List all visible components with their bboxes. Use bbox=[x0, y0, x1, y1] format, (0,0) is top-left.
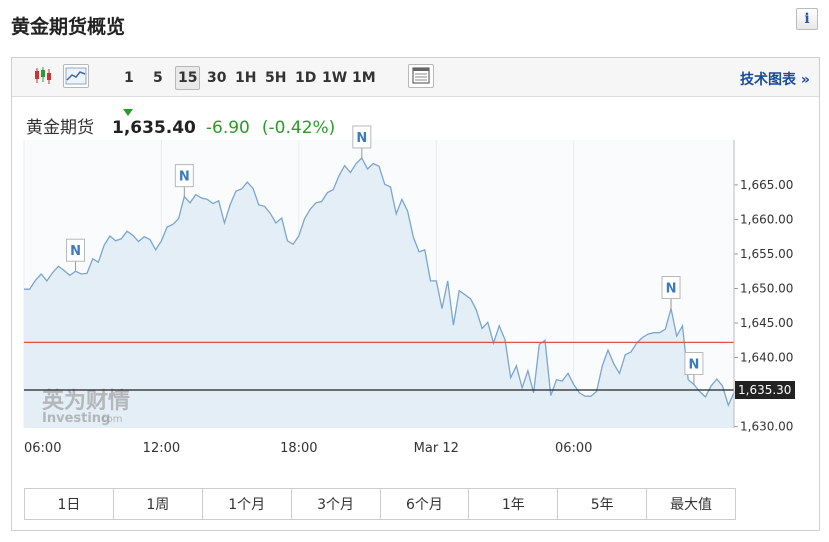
x-tick-label: Mar 12 bbox=[414, 441, 459, 456]
x-tick-label: 18:00 bbox=[280, 441, 317, 456]
range-1w[interactable]: 1周 bbox=[114, 489, 203, 519]
page-title: 黄金期货概览 bbox=[11, 16, 126, 38]
tech-chart-link[interactable]: 技术图表 » bbox=[740, 72, 810, 88]
y-tick-label: 1,655.00 bbox=[740, 247, 793, 261]
candlestick-icon[interactable] bbox=[30, 64, 56, 88]
y-tick-label: 1,660.00 bbox=[740, 212, 793, 226]
table-icon[interactable] bbox=[408, 64, 434, 88]
news-marker-box bbox=[66, 238, 86, 262]
timeframe-1m[interactable]: 1M bbox=[352, 70, 376, 86]
x-tick-label: 12:00 bbox=[143, 441, 180, 456]
range-3m[interactable]: 3个月 bbox=[292, 489, 381, 519]
y-tick-label: 1,650.00 bbox=[740, 281, 793, 295]
y-tick-label: 1,630.00 bbox=[740, 420, 793, 434]
range-max[interactable]: 最大值 bbox=[670, 497, 713, 513]
timeframe-1d[interactable]: 1D bbox=[295, 70, 317, 86]
info-button[interactable]: i bbox=[796, 8, 818, 30]
last-price-label: 1,635.30 bbox=[738, 383, 791, 397]
line-chart-icon[interactable] bbox=[63, 64, 89, 88]
chart-toolbar: 1 5 15 30 1H 5H 1D 1W 1M 技术图表 » bbox=[12, 58, 819, 97]
quote-name: 黄金期货 bbox=[26, 118, 94, 138]
news-marker-box bbox=[352, 125, 372, 149]
price-area bbox=[24, 158, 734, 428]
quote-price: 1,635.40 bbox=[112, 118, 196, 138]
news-marker-box bbox=[661, 276, 681, 300]
y-tick-label: 1,665.00 bbox=[740, 178, 793, 192]
x-tick-label: 06:00 bbox=[24, 441, 61, 456]
price-line bbox=[24, 156, 735, 408]
watermark-en: Investing bbox=[42, 411, 110, 426]
range-1d[interactable]: 1日 bbox=[25, 489, 114, 519]
info-icon: i bbox=[804, 11, 810, 27]
timeframe-1[interactable]: 1 bbox=[124, 70, 134, 86]
news-marker-box bbox=[684, 351, 704, 375]
timeframe-1h[interactable]: 1H bbox=[235, 70, 257, 86]
chart-panel: 1 5 15 30 1H 5H 1D 1W 1M 技术图表 » 黄金期货 1,63… bbox=[11, 57, 820, 531]
range-1m[interactable]: 1个月 bbox=[203, 489, 292, 519]
y-tick-label: 1,645.00 bbox=[740, 316, 793, 330]
x-tick-label: 06:00 bbox=[555, 441, 592, 456]
alert-flag-icon bbox=[123, 109, 133, 116]
timeframe-5h[interactable]: 5H bbox=[265, 70, 287, 86]
news-marker-label: N bbox=[688, 357, 699, 372]
timeframe-5[interactable]: 5 bbox=[153, 70, 163, 86]
news-marker-label: N bbox=[356, 131, 367, 146]
watermark-cn: 英为财情 bbox=[42, 388, 130, 414]
quote-change-pct: (-0.42%) bbox=[261, 118, 336, 138]
news-marker-label: N bbox=[666, 282, 677, 297]
range-1y[interactable]: 1年 bbox=[469, 489, 559, 519]
range-5y[interactable]: 5年 bbox=[558, 489, 648, 519]
news-marker-box bbox=[174, 164, 194, 188]
range-6m[interactable]: 6个月 bbox=[381, 489, 470, 519]
quote-line: 黄金期货 1,635.40 -6.90 (-0.42%) bbox=[26, 113, 335, 138]
timeframe-1w[interactable]: 1W bbox=[322, 70, 348, 86]
range-selector: 1日 1周 1个月 3个月 6个月 1年 5年 最大值 bbox=[24, 488, 736, 520]
news-marker-label: N bbox=[70, 244, 81, 259]
timeframe-15[interactable]: 15 bbox=[175, 66, 201, 90]
last-price-tag bbox=[735, 381, 795, 400]
y-tick-label: 1,640.00 bbox=[740, 351, 793, 365]
timeframe-30[interactable]: 30 bbox=[207, 70, 227, 86]
quote-change: -6.90 bbox=[205, 118, 250, 138]
news-marker-label: N bbox=[179, 170, 190, 185]
watermark-en-suffix: .com bbox=[98, 414, 123, 425]
